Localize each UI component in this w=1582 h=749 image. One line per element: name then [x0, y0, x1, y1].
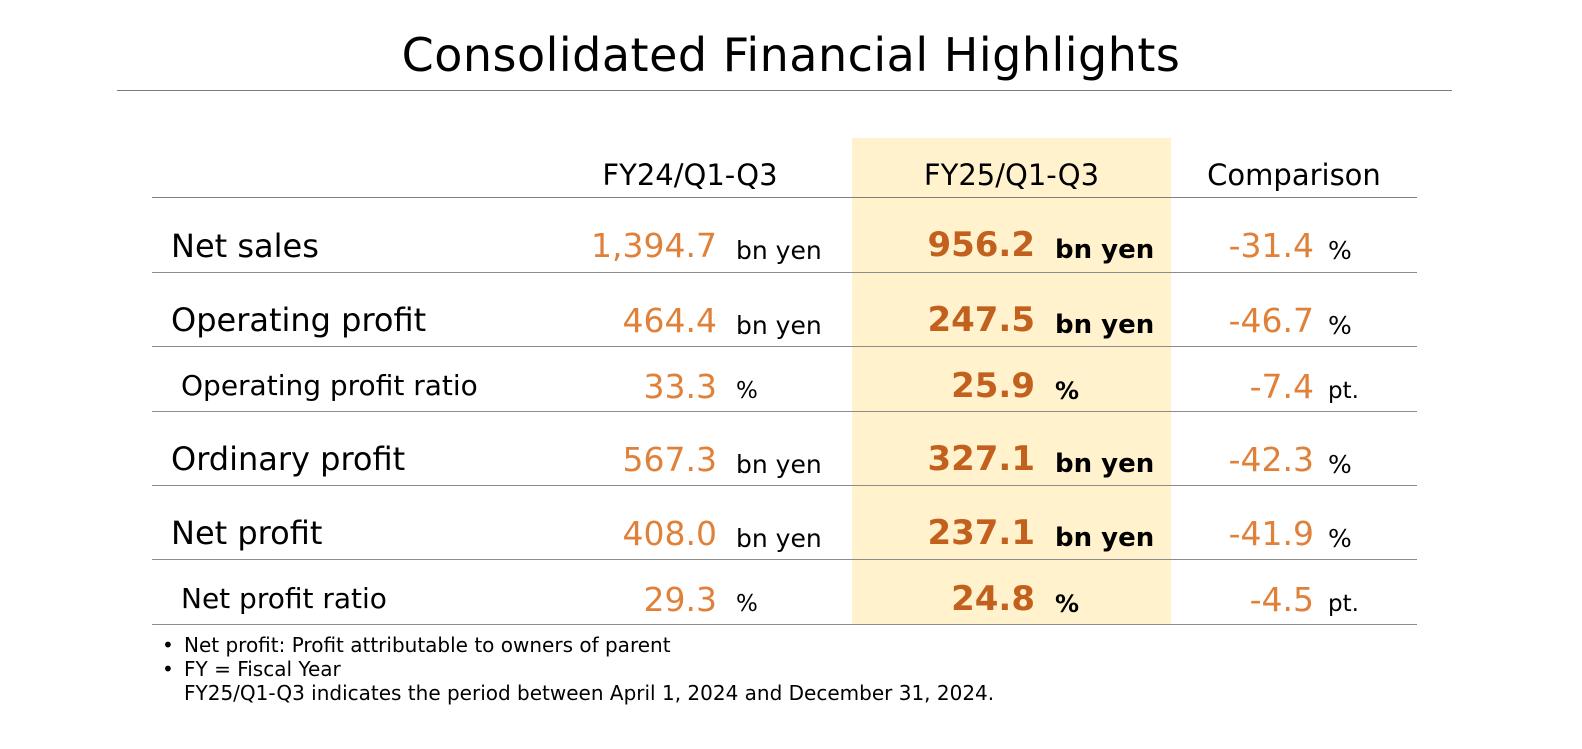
fy25-unit: bn yen	[1055, 310, 1155, 340]
footnote-text: FY = Fiscal Year	[184, 657, 341, 681]
comparison-value: -46.7	[1228, 301, 1314, 340]
fy25-value: 24.8	[951, 579, 1035, 619]
footnote-item: • FY = Fiscal Year	[162, 657, 994, 681]
fy24-value: 1,394.7	[591, 226, 717, 265]
fy24-value: 29.3	[643, 580, 717, 619]
fy25-unit: bn yen	[1055, 449, 1155, 479]
row-label: Net sales	[171, 227, 319, 265]
fy25-value: 327.1	[927, 439, 1035, 479]
fy25-unit: bn yen	[1055, 523, 1155, 553]
header-fy24: FY24/Q1-Q3	[602, 158, 778, 192]
fy25-value: 956.2	[927, 225, 1035, 265]
fy24-value: 408.0	[622, 514, 717, 553]
fy24-unit: %	[736, 378, 758, 404]
fy25-value: 25.9	[951, 366, 1035, 406]
comparison-value: -42.3	[1228, 440, 1314, 479]
table-row: Operating profit 464.4 bn yen 247.5 bn y…	[152, 273, 1417, 347]
row-label: Net profit ratio	[181, 582, 387, 615]
page-title: Consolidated Financial Highlights	[401, 28, 1181, 82]
header-fy25: FY25/Q1-Q3	[923, 158, 1100, 192]
fy24-unit: bn yen	[736, 236, 822, 265]
comparison-value: -7.4	[1249, 367, 1314, 406]
comparison-unit: %	[1328, 236, 1352, 265]
title-divider	[117, 90, 1452, 91]
fy24-value: 464.4	[622, 301, 717, 340]
row-label: Net profit	[171, 514, 323, 552]
table-row: Ordinary profit 567.3 bn yen 327.1 bn ye…	[152, 412, 1417, 486]
footnote-item: • Net profit: Profit attributable to own…	[162, 633, 994, 657]
footnote-text: Net profit: Profit attributable to owner…	[184, 633, 671, 657]
bullet: •	[162, 633, 174, 657]
fy24-value: 567.3	[622, 440, 717, 479]
fy25-unit: bn yen	[1055, 235, 1155, 265]
row-label: Operating profit ratio	[181, 369, 478, 402]
table-row: Net profit 408.0 bn yen 237.1 bn yen -41…	[152, 486, 1417, 560]
footnotes: • Net profit: Profit attributable to own…	[162, 633, 994, 705]
header-divider	[152, 197, 1417, 198]
comparison-unit: %	[1328, 524, 1352, 553]
table-row: Operating profit ratio 33.3 % 25.9 % -7.…	[152, 347, 1417, 412]
table-row: Net profit ratio 29.3 % 24.8 % -4.5 pt.	[152, 560, 1417, 625]
fy25-value: 237.1	[927, 513, 1035, 553]
fy24-unit: %	[736, 591, 758, 617]
fy24-unit: bn yen	[736, 311, 822, 340]
bullet: •	[162, 657, 174, 681]
table-row: Net sales 1,394.7 bn yen 956.2 bn yen -3…	[152, 199, 1417, 273]
comparison-unit: pt.	[1328, 378, 1359, 404]
fy25-unit: %	[1055, 590, 1080, 618]
fy24-value: 33.3	[643, 367, 717, 406]
comparison-unit: pt.	[1328, 591, 1359, 617]
fy25-value: 247.5	[927, 300, 1035, 340]
footnote-item: FY25/Q1-Q3 indicates the period between …	[162, 681, 994, 705]
footnote-text: FY25/Q1-Q3 indicates the period between …	[184, 681, 995, 705]
fy25-unit: %	[1055, 377, 1080, 405]
row-label: Operating profit	[171, 301, 427, 339]
header-comparison: Comparison	[1207, 158, 1381, 192]
comparison-value: -41.9	[1228, 514, 1314, 553]
comparison-unit: %	[1328, 450, 1352, 479]
row-label: Ordinary profit	[171, 440, 406, 478]
fy24-unit: bn yen	[736, 450, 822, 479]
fy24-unit: bn yen	[736, 524, 822, 553]
comparison-value: -4.5	[1249, 580, 1314, 619]
comparison-value: -31.4	[1228, 226, 1314, 265]
comparison-unit: %	[1328, 311, 1352, 340]
fy25-highlight-column	[852, 138, 1171, 625]
